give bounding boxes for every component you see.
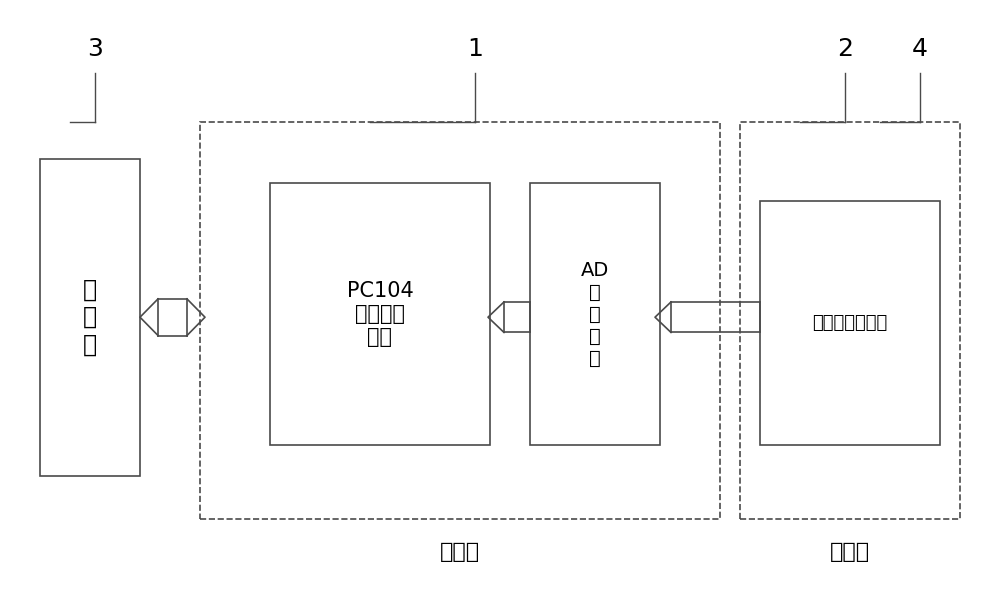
FancyBboxPatch shape (40, 159, 140, 476)
Text: 采集板: 采集板 (440, 542, 480, 562)
FancyBboxPatch shape (760, 201, 940, 445)
Text: 槽
控
机: 槽 控 机 (83, 278, 97, 357)
Text: PC104
总线控制
电路: PC104 总线控制 电路 (347, 281, 413, 347)
Text: 3: 3 (87, 37, 103, 61)
Text: 2: 2 (837, 37, 853, 61)
FancyBboxPatch shape (270, 183, 490, 445)
Text: 4: 4 (912, 37, 928, 61)
Text: 电解槽: 电解槽 (830, 542, 870, 562)
Text: AD
采
集
芯
片: AD 采 集 芯 片 (581, 260, 609, 368)
Text: 电解槽上传感器: 电解槽上传感器 (812, 314, 888, 332)
FancyBboxPatch shape (530, 183, 660, 445)
Text: 1: 1 (467, 37, 483, 61)
